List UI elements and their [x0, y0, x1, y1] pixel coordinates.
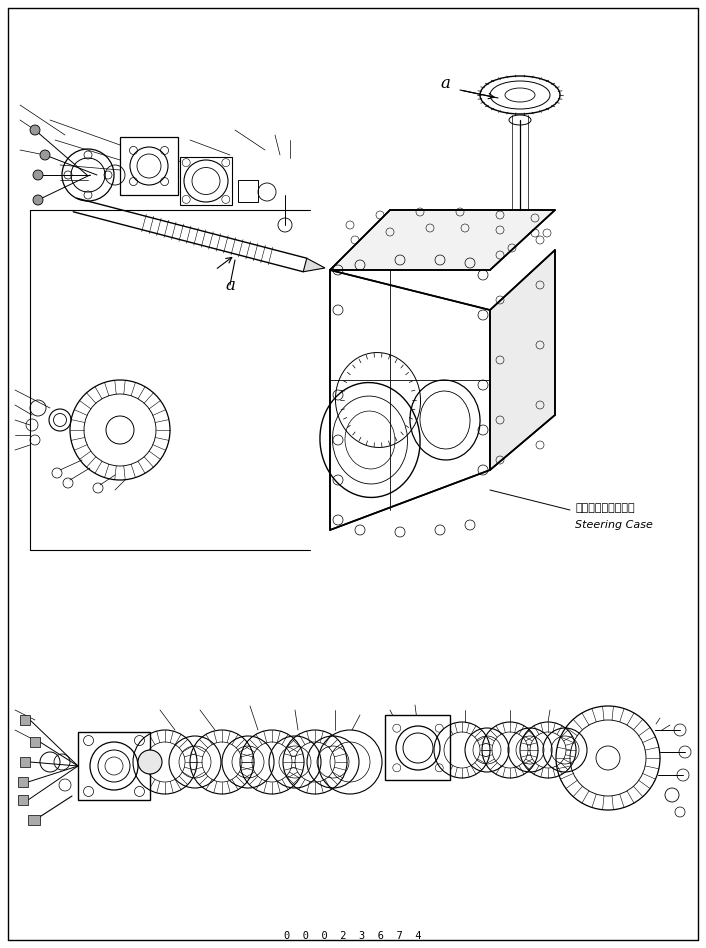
Text: a: a — [225, 277, 235, 294]
Polygon shape — [330, 270, 490, 530]
Text: 0  0  0  2  3  6  7  4: 0 0 0 2 3 6 7 4 — [285, 931, 421, 941]
Bar — [20, 757, 30, 767]
Bar — [18, 777, 28, 787]
Bar — [238, 180, 258, 202]
Ellipse shape — [138, 750, 162, 774]
Polygon shape — [490, 250, 555, 470]
Bar — [30, 737, 40, 747]
Circle shape — [30, 125, 40, 135]
Bar — [385, 715, 450, 780]
Bar — [120, 137, 178, 195]
Text: Steering Case: Steering Case — [575, 520, 653, 530]
Polygon shape — [330, 210, 555, 270]
Bar — [78, 732, 150, 800]
Bar — [28, 815, 40, 825]
Circle shape — [40, 150, 50, 160]
Text: ステアリングケース: ステアリングケース — [575, 503, 635, 513]
Polygon shape — [304, 258, 325, 272]
Text: a: a — [440, 75, 450, 92]
Bar — [20, 715, 30, 725]
Circle shape — [33, 195, 43, 205]
Bar — [18, 795, 28, 805]
Bar — [180, 157, 232, 205]
Circle shape — [33, 170, 43, 180]
